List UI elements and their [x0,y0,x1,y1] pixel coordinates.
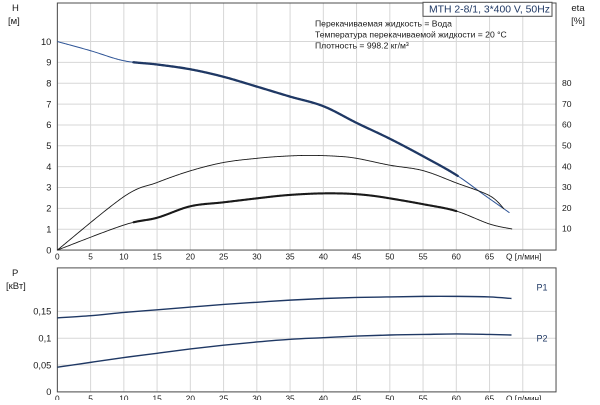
svg-text:3: 3 [46,183,51,193]
svg-text:eta: eta [571,3,585,14]
svg-text:10: 10 [41,37,51,47]
svg-text:P2: P2 [537,334,548,344]
svg-text:[м]: [м] [8,16,20,27]
svg-text:Температура перекачиваемой жид: Температура перекачиваемой жидкости = 20… [315,30,507,40]
svg-text:30: 30 [252,252,262,262]
svg-text:40: 40 [319,393,329,400]
svg-text:15: 15 [152,252,162,262]
svg-text:10: 10 [119,252,129,262]
svg-text:20: 20 [186,393,196,400]
svg-text:80: 80 [562,78,572,88]
svg-text:15: 15 [152,393,162,400]
svg-text:65: 65 [485,252,495,262]
svg-text:60: 60 [452,252,462,262]
svg-text:40: 40 [562,161,572,171]
svg-text:Плотность = 998.2 кг/м³: Плотность = 998.2 кг/м³ [315,41,409,51]
svg-text:55: 55 [418,393,428,400]
svg-text:45: 45 [352,393,362,400]
svg-text:60: 60 [452,393,462,400]
svg-text:60: 60 [562,120,572,130]
svg-text:0,05: 0,05 [33,360,51,370]
svg-text:P1: P1 [537,283,548,293]
svg-text:50: 50 [385,252,395,262]
svg-text:H: H [12,3,19,14]
svg-text:20: 20 [562,203,572,213]
svg-text:35: 35 [285,393,295,400]
svg-text:20: 20 [186,252,196,262]
svg-text:0,1: 0,1 [38,333,51,343]
svg-text:40: 40 [319,252,329,262]
svg-text:Q [л/мин]: Q [л/мин] [506,252,541,262]
svg-text:65: 65 [485,393,495,400]
svg-text:5: 5 [46,141,51,151]
svg-text:30: 30 [562,182,572,192]
svg-text:10: 10 [562,224,572,234]
svg-text:30: 30 [252,393,262,400]
svg-text:70: 70 [562,99,572,109]
svg-text:[%]: [%] [571,16,585,27]
svg-text:0: 0 [46,245,51,255]
svg-text:8: 8 [46,78,51,88]
svg-text:Q [л/мин]: Q [л/мин] [506,393,541,400]
svg-text:5: 5 [88,393,93,400]
svg-text:0: 0 [46,387,51,397]
svg-text:55: 55 [418,252,428,262]
svg-text:50: 50 [562,141,572,151]
svg-text:9: 9 [46,58,51,68]
svg-text:1: 1 [46,224,51,234]
svg-text:25: 25 [219,393,229,400]
svg-text:10: 10 [119,393,129,400]
svg-text:45: 45 [352,252,362,262]
svg-text:0,15: 0,15 [33,307,51,317]
svg-text:0: 0 [55,393,60,400]
svg-text:0: 0 [55,252,60,262]
svg-text:50: 50 [385,393,395,400]
svg-text:2: 2 [46,204,51,214]
svg-text:[кВт]: [кВт] [6,281,26,292]
svg-text:P: P [12,268,18,279]
svg-text:6: 6 [46,120,51,130]
svg-text:7: 7 [46,99,51,109]
svg-text:Перекачиваемая жидкость = Вода: Перекачиваемая жидкость = Вода [315,19,452,29]
svg-text:5: 5 [88,252,93,262]
svg-text:35: 35 [285,252,295,262]
svg-text:25: 25 [219,252,229,262]
svg-text:MTH 2-8/1, 3*400 V, 50Hz: MTH 2-8/1, 3*400 V, 50Hz [429,4,550,15]
svg-text:4: 4 [46,162,51,172]
